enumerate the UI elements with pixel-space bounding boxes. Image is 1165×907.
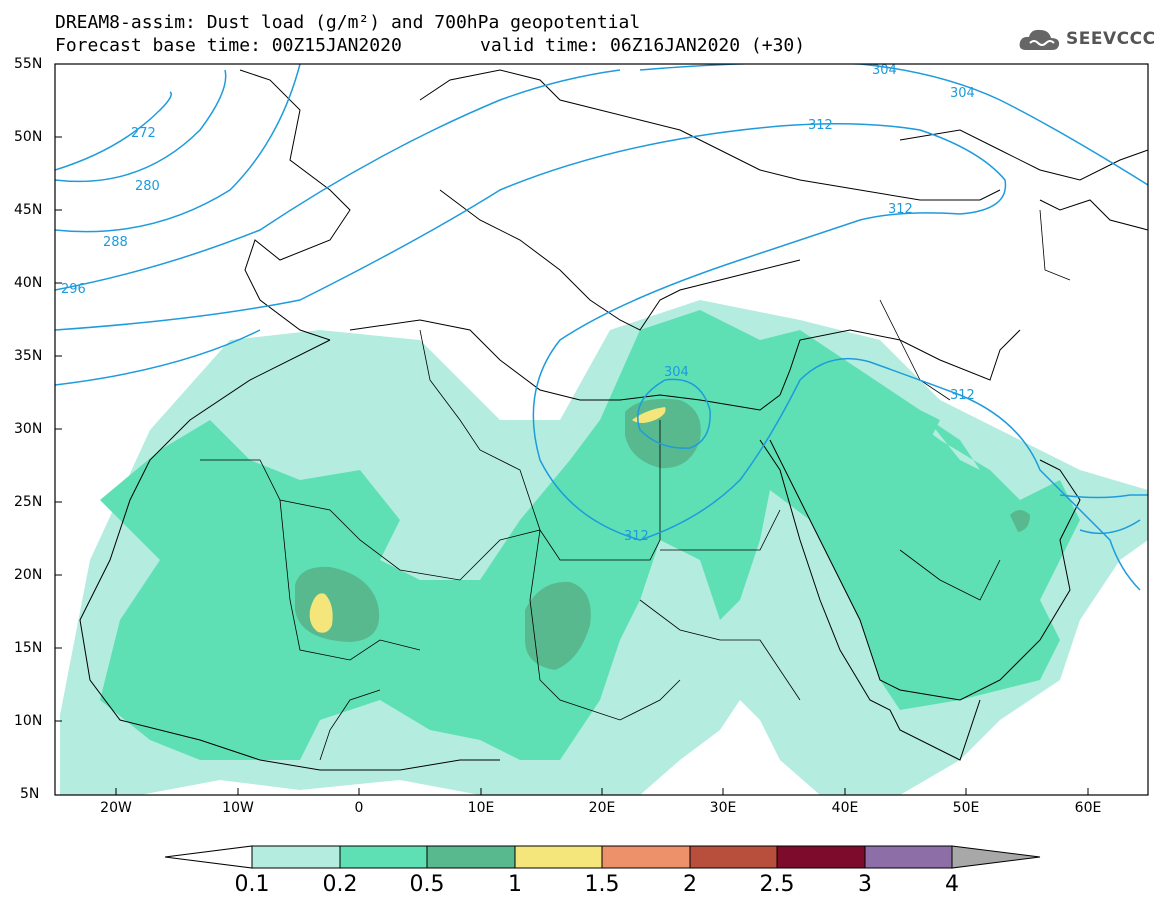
- colorbar-swatch: [514, 845, 603, 869]
- map-title: DREAM8-assim: Dust load (g/m²) and 700hP…: [55, 12, 641, 33]
- lat-label: 40N: [14, 275, 43, 291]
- lat-label: 45N: [14, 202, 43, 218]
- contour-label: 312: [808, 118, 833, 133]
- colorbar-swatch: [601, 845, 691, 869]
- forecast-base-time: Forecast base time: 00Z15JAN2020: [55, 35, 402, 56]
- lat-label: 30N: [14, 421, 43, 437]
- axis-ticks: [55, 63, 1089, 795]
- lon-label: 20W: [100, 800, 132, 816]
- lat-label: 20N: [14, 567, 43, 583]
- lat-label: 25N: [14, 494, 43, 510]
- contour-label: 312: [624, 529, 649, 544]
- colorbar: [164, 845, 1041, 869]
- lon-label: 20E: [588, 800, 616, 816]
- contour-label: 304: [664, 365, 689, 380]
- colorbar-label: 1: [508, 872, 522, 897]
- lat-label: 10N: [14, 713, 43, 729]
- contour-label: 304: [950, 86, 975, 101]
- country-borders: [200, 209, 1071, 761]
- contour-label: 304: [872, 63, 897, 78]
- colorbar-swatch: [776, 845, 866, 869]
- contour-label: 280: [135, 179, 160, 194]
- colorbar-label: 2: [683, 872, 697, 897]
- dust-peak-shading: [309, 407, 666, 633]
- lat-label: 50N: [14, 129, 43, 145]
- colorbar-swatch: [251, 845, 341, 869]
- lon-label: 10W: [222, 800, 254, 816]
- colorbar-label: 0.5: [409, 872, 445, 897]
- lon-label: 50E: [952, 800, 980, 816]
- lon-label: 60E: [1074, 800, 1102, 816]
- contour-label: 288: [103, 235, 128, 250]
- contour-label: 272: [131, 126, 156, 141]
- lon-label: 0: [354, 800, 364, 816]
- contour-label: 312: [888, 202, 913, 217]
- lon-label: 40E: [831, 800, 859, 816]
- colorbar-swatch: [426, 845, 516, 869]
- colorbar-swatch: [689, 845, 778, 869]
- cloud-icon: [1019, 29, 1060, 50]
- colorbar-label: 3: [858, 872, 872, 897]
- colorbar-low-arrow: [164, 845, 253, 869]
- lat-label: 55N: [14, 56, 43, 72]
- colorbar-label: 0.2: [322, 872, 358, 897]
- contour-label: 312: [950, 388, 975, 403]
- lon-label: 10E: [467, 800, 495, 816]
- colorbar-label: 0.1: [234, 872, 270, 897]
- contour-label: 296: [61, 282, 86, 297]
- colorbar-label: 1.5: [584, 872, 620, 897]
- lat-label: 5N: [20, 786, 40, 802]
- colorbar-high-arrow: [951, 845, 1041, 869]
- colorbar-label: 2.5: [759, 872, 795, 897]
- lat-label: 35N: [14, 348, 43, 364]
- valid-time: valid time: 06Z16JAN2020 (+30): [480, 35, 806, 56]
- lon-label: 30E: [709, 800, 737, 816]
- geopotential-contours: [55, 64, 1148, 591]
- colorbar-label: 4: [945, 872, 959, 897]
- lat-label: 15N: [14, 640, 43, 656]
- colorbar-swatch: [864, 845, 953, 869]
- logo-text: SEEVCCC: [1066, 29, 1156, 49]
- seevccc-logo: SEEVCCC: [1018, 26, 1158, 56]
- contour-labels: 272 280 288 296 304 304 312 312 304 312 …: [61, 63, 975, 544]
- colorbar-swatch: [339, 845, 428, 869]
